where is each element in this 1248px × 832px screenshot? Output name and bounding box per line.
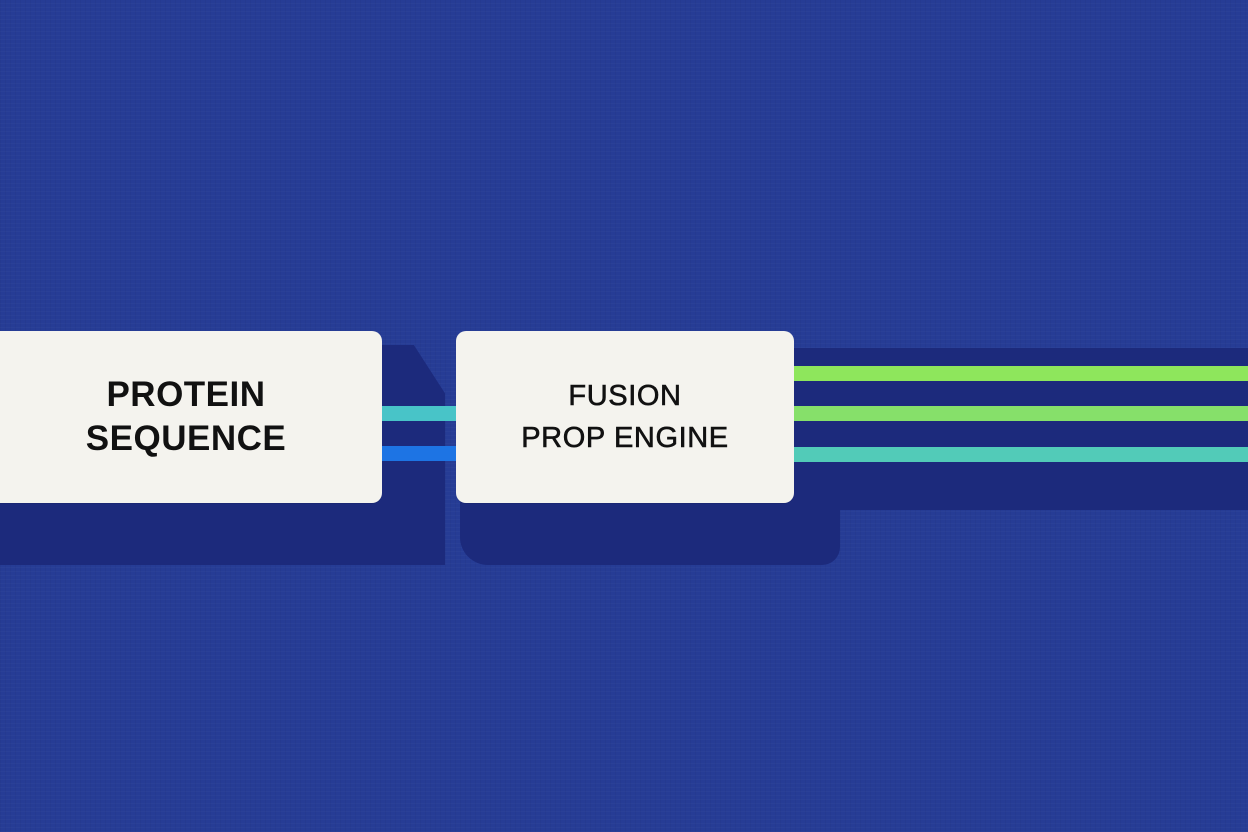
fusion-prop-engine-label-line-1: FUSION [568,380,682,413]
protein-sequence-node: PROTEIN SEQUENCE [0,331,382,503]
connector-line-teal [380,406,460,421]
output-line-green-top [790,366,1248,381]
output-line-teal-bottom [790,447,1248,462]
protein-sequence-label-line-1: PROTEIN [106,375,266,414]
fusion-prop-engine-node: FUSION PROP ENGINE [456,331,794,503]
protein-sequence-label-line-2: SEQUENCE [85,419,287,458]
connector-line-blue [380,446,460,461]
fusion-prop-engine-label-line-2: PROP ENGINE [521,422,729,455]
output-line-green-middle [790,406,1248,421]
